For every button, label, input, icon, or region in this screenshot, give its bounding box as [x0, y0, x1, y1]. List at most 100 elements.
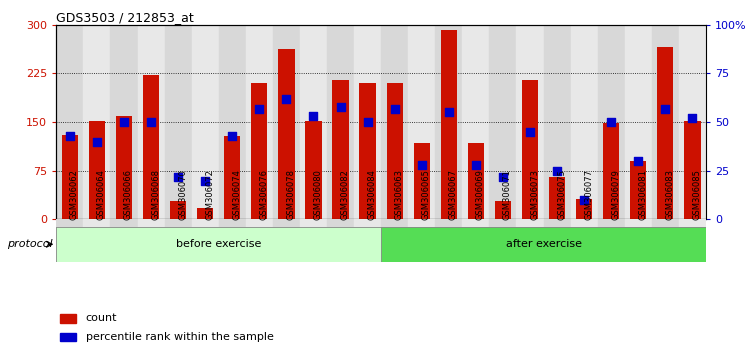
Bar — [544, 219, 571, 227]
Bar — [137, 219, 164, 227]
Bar — [59, 314, 76, 323]
Bar — [170, 201, 186, 219]
Point — [334, 104, 346, 109]
Text: GSM306084: GSM306084 — [367, 169, 376, 220]
Point — [226, 133, 238, 138]
Bar — [164, 25, 192, 219]
Text: before exercise: before exercise — [176, 239, 261, 249]
Bar — [164, 219, 192, 227]
Bar — [354, 219, 382, 227]
Bar — [219, 219, 246, 227]
Text: GSM306065: GSM306065 — [422, 169, 431, 220]
Bar — [522, 80, 538, 219]
Point — [497, 174, 509, 179]
Text: GSM306066: GSM306066 — [124, 169, 133, 220]
Text: GSM306077: GSM306077 — [584, 169, 593, 220]
Bar — [517, 219, 544, 227]
Bar — [381, 25, 409, 219]
Bar — [143, 75, 159, 219]
Bar — [414, 143, 430, 219]
Text: percentile rank within the sample: percentile rank within the sample — [86, 332, 273, 342]
Bar — [576, 199, 593, 219]
Text: GSM306079: GSM306079 — [611, 169, 620, 220]
Bar — [219, 25, 246, 219]
Point — [361, 119, 373, 125]
Point — [578, 197, 590, 203]
Point — [389, 105, 401, 111]
Bar — [657, 47, 674, 219]
Bar — [333, 80, 348, 219]
Bar — [110, 219, 137, 227]
Bar — [306, 121, 321, 219]
Bar — [468, 143, 484, 219]
Bar — [598, 25, 625, 219]
Bar — [246, 25, 273, 219]
Bar — [603, 124, 620, 219]
Text: GSM306078: GSM306078 — [286, 169, 295, 220]
Bar — [381, 227, 706, 262]
Point — [172, 174, 184, 179]
Bar — [83, 219, 110, 227]
Bar — [110, 25, 137, 219]
Bar — [544, 25, 571, 219]
Bar — [279, 49, 294, 219]
Point — [145, 119, 157, 125]
Text: GSM306071: GSM306071 — [503, 169, 512, 220]
Text: GSM306082: GSM306082 — [340, 169, 349, 220]
Bar — [679, 25, 706, 219]
Point — [443, 110, 455, 115]
Text: GSM306080: GSM306080 — [313, 169, 322, 220]
Bar — [56, 25, 83, 219]
Bar — [192, 25, 219, 219]
Bar — [463, 25, 490, 219]
Bar — [652, 25, 679, 219]
Point — [470, 162, 482, 168]
Bar — [436, 219, 463, 227]
Text: GSM306075: GSM306075 — [557, 169, 566, 220]
Text: GSM306076: GSM306076 — [259, 169, 268, 220]
Text: GSM306074: GSM306074 — [232, 169, 241, 220]
Point — [280, 96, 292, 102]
Bar — [571, 219, 598, 227]
Bar — [652, 219, 679, 227]
Bar — [436, 25, 463, 219]
Bar — [137, 25, 164, 219]
Bar — [679, 219, 706, 227]
Bar — [327, 219, 354, 227]
Point — [551, 168, 563, 173]
Point — [686, 115, 698, 121]
Bar — [59, 333, 76, 341]
Bar — [630, 161, 647, 219]
Point — [632, 158, 644, 164]
Bar — [387, 83, 403, 219]
Bar — [463, 219, 490, 227]
Bar — [571, 25, 598, 219]
Text: GSM306062: GSM306062 — [70, 169, 79, 220]
Text: GSM306064: GSM306064 — [97, 169, 106, 220]
Text: GSM306081: GSM306081 — [638, 169, 647, 220]
Bar — [327, 25, 354, 219]
Bar — [273, 219, 300, 227]
Bar — [354, 25, 381, 219]
Point — [199, 178, 211, 183]
Bar — [116, 116, 132, 219]
Bar — [56, 219, 83, 227]
Text: GDS3503 / 212853_at: GDS3503 / 212853_at — [56, 11, 194, 24]
Text: GSM306073: GSM306073 — [530, 169, 539, 220]
Text: GSM306069: GSM306069 — [476, 169, 485, 220]
Point — [416, 162, 428, 168]
Point — [524, 129, 536, 135]
Text: GSM306068: GSM306068 — [151, 169, 160, 220]
Text: GSM306085: GSM306085 — [692, 169, 701, 220]
Bar — [300, 219, 327, 227]
Bar — [517, 25, 544, 219]
Bar — [625, 219, 652, 227]
Bar — [409, 25, 436, 219]
Bar — [224, 136, 240, 219]
Text: protocol: protocol — [8, 239, 56, 249]
Text: GSM306070: GSM306070 — [178, 169, 187, 220]
Point — [307, 113, 319, 119]
Point — [605, 119, 617, 125]
Bar — [684, 121, 701, 219]
Point — [659, 105, 671, 111]
